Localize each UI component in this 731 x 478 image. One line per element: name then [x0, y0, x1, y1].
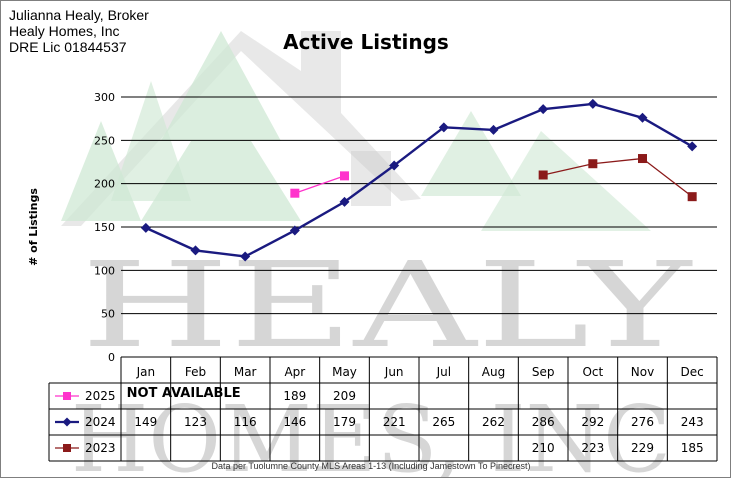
- data-point-2023: [638, 154, 647, 164]
- footnote: Data per Tuolumne County MLS Areas 1-13 …: [212, 461, 531, 471]
- data-label: 262: [482, 415, 505, 429]
- data-label: 123: [184, 415, 207, 429]
- data-label: 189: [283, 389, 306, 403]
- data-point-2024: [438, 122, 449, 133]
- data-label: 265: [432, 415, 455, 429]
- data-point-2024: [389, 160, 400, 171]
- series-line-2024: [145, 102, 693, 258]
- x-tick-label: Jun: [384, 365, 404, 379]
- data-label: 223: [581, 441, 604, 455]
- data-point-2024: [538, 104, 549, 115]
- series-line-2025: [294, 175, 345, 194]
- data-label: 292: [581, 415, 604, 429]
- not-available-label: NOT AVAILABLE: [127, 386, 241, 401]
- broker-name: Julianna Healy, Broker: [9, 7, 149, 23]
- legend-marker-2023: [63, 444, 71, 452]
- company-name: Healy Homes, Inc: [9, 23, 120, 39]
- data-label: 116: [234, 415, 257, 429]
- x-tick-label: Dec: [681, 365, 704, 379]
- y-axis-label: # of Listings: [27, 188, 40, 266]
- legend-marker-2025: [63, 392, 71, 400]
- legend-label-2025: 2025: [85, 389, 116, 403]
- data-label: 229: [631, 441, 654, 455]
- x-tick-label: Sep: [532, 365, 555, 379]
- watermark-logo: HEALY HOMES, INC: [61, 31, 693, 477]
- data-label: 210: [532, 441, 555, 455]
- data-point-2025: [340, 171, 349, 181]
- x-tick-label: Apr: [284, 365, 305, 379]
- y-tick-labels: 0 50 100 150 200 250 300: [94, 91, 115, 364]
- data-point-2024: [339, 196, 350, 207]
- x-tick-label: Oct: [582, 365, 603, 379]
- data-point-2024: [488, 124, 499, 135]
- series-line-2023: [543, 157, 693, 198]
- data-label: 179: [333, 415, 356, 429]
- data-label: 146: [283, 415, 306, 429]
- data-point-2023: [687, 192, 697, 202]
- y-tick-label: 300: [94, 91, 115, 104]
- y-tick-label: 50: [101, 308, 115, 321]
- data-point-2024: [637, 112, 648, 123]
- legend-label-2024: 2024: [85, 415, 116, 429]
- data-point-2025: [290, 188, 300, 198]
- x-tick-label: Mar: [234, 365, 257, 379]
- data-point-2024: [289, 225, 300, 236]
- license-number: DRE Lic 01844537: [9, 39, 127, 55]
- data-label: 286: [532, 415, 555, 429]
- x-tick-label: Feb: [185, 365, 206, 379]
- y-tick-label: 200: [94, 178, 115, 191]
- data-label: 209: [333, 389, 356, 403]
- legend-marker-2024: [62, 417, 72, 427]
- plot-area: [140, 98, 698, 262]
- y-tick-label: 250: [94, 134, 115, 147]
- data-point-2024: [140, 222, 151, 233]
- y-tick-label: 150: [94, 221, 115, 234]
- chart-title: Active Listings: [283, 30, 449, 54]
- data-label: 276: [631, 415, 654, 429]
- data-point-2023: [538, 170, 548, 180]
- x-tick-label: Aug: [482, 365, 505, 379]
- data-point-2024: [687, 141, 698, 152]
- data-label: 149: [134, 415, 157, 429]
- y-tick-label: 0: [108, 351, 115, 364]
- x-tick-label: Jan: [136, 365, 156, 379]
- watermark-text-healy: HEALY: [81, 236, 693, 374]
- data-table: Jan Feb Mar Apr May Jun Jul Aug Sep Oct Nov Dec 2025…: [48, 357, 718, 462]
- data-label: 243: [681, 415, 704, 429]
- x-tick-label: Nov: [631, 365, 654, 379]
- y-tick-label: 100: [94, 264, 115, 277]
- data-point-2024: [240, 251, 251, 262]
- data-point-2024: [587, 98, 598, 109]
- data-label: 185: [681, 441, 704, 455]
- legend-label-2023: 2023: [85, 441, 116, 455]
- data-point-2024: [190, 245, 201, 256]
- x-tick-label: Jul: [436, 365, 451, 379]
- data-point-2023: [588, 159, 598, 169]
- data-label: 221: [383, 415, 406, 429]
- x-tick-label: May: [332, 365, 357, 379]
